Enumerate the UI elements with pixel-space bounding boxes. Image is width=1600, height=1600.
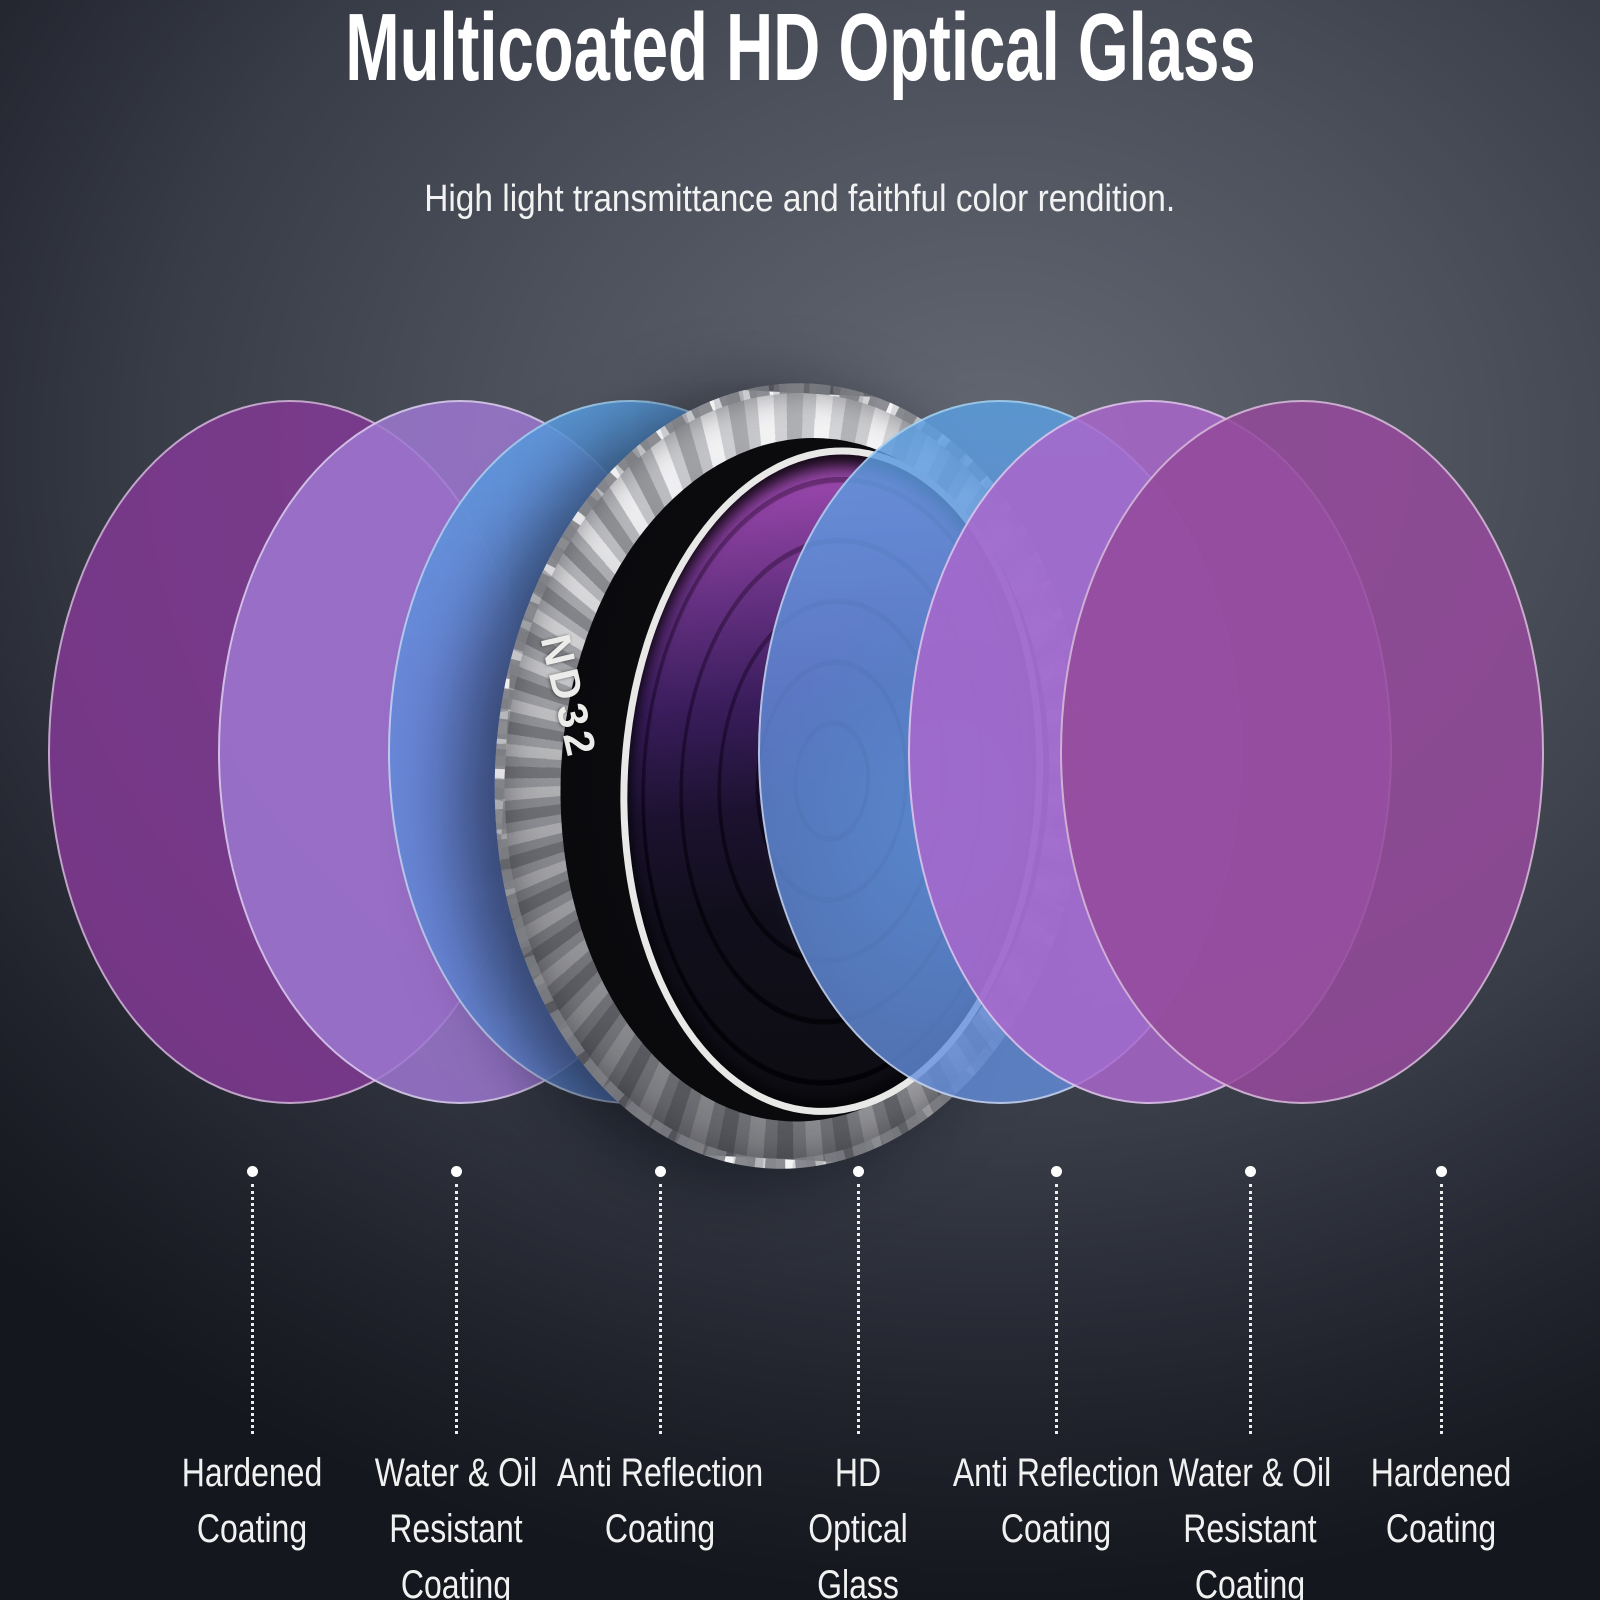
leader-dotted-line	[658, 1184, 662, 1434]
leader-dot-icon	[1244, 1166, 1256, 1177]
leader-line-4	[852, 1166, 864, 1434]
leader-dotted-line	[250, 1184, 254, 1434]
layer-label-water-oil-right: Water & Oil Resistant Coating	[1168, 1451, 1332, 1600]
leader-dot-icon	[1435, 1166, 1447, 1177]
layer-label-hardened-right: Hardened Coating	[1370, 1451, 1512, 1551]
leader-line-2	[450, 1166, 462, 1434]
layer-label-anti-reflection-left: Anti Reflection Coating	[556, 1451, 764, 1551]
leader-dot-icon	[654, 1166, 666, 1177]
layer-label-anti-reflection-right: Anti Reflection Coating	[952, 1451, 1160, 1551]
leader-line-1	[246, 1166, 258, 1434]
leader-dot-icon	[852, 1166, 864, 1177]
page-subtitle-text: High light transmittance and faithful co…	[424, 178, 1176, 220]
layer-label-hd-optical-glass: HD Optical Glass	[808, 1451, 908, 1600]
page-title: Multicoated HD Optical Glass	[0, 0, 1600, 96]
leader-line-6	[1244, 1166, 1256, 1434]
leader-dot-icon	[450, 1166, 462, 1177]
page-title-text: Multicoated HD Optical Glass	[344, 0, 1256, 101]
layer-label-hardened-left: Hardened Coating	[181, 1451, 323, 1551]
leader-dot-icon	[1050, 1166, 1062, 1177]
coating-disc-hardened-right	[1060, 400, 1544, 1104]
leader-line-7	[1435, 1166, 1447, 1434]
page-subtitle: High light transmittance and faithful co…	[0, 180, 1600, 218]
leader-dotted-line	[1439, 1184, 1443, 1434]
layer-label-water-oil-left: Water & Oil Resistant Coating	[374, 1451, 538, 1600]
leader-dotted-line	[1054, 1184, 1058, 1434]
leader-dotted-line	[1248, 1184, 1252, 1434]
leader-line-5	[1050, 1166, 1062, 1434]
leader-dot-icon	[246, 1166, 258, 1177]
leader-line-3	[654, 1166, 666, 1434]
leader-dotted-line	[856, 1184, 860, 1434]
leader-dotted-line	[454, 1184, 458, 1434]
